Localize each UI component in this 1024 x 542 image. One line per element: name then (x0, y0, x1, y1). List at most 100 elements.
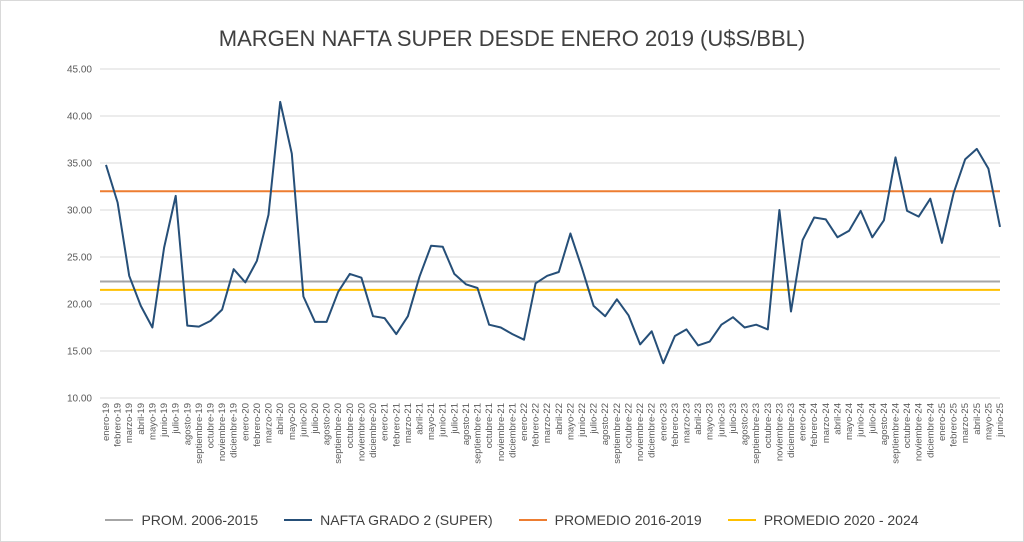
x-tick-label: marzo-24 (821, 403, 832, 443)
x-tick-label: febrero-21 (391, 403, 402, 447)
x-tick-label: marzo-19 (124, 403, 135, 443)
legend: PROM. 2006-2015 NAFTA GRADO 2 (SUPER) PR… (0, 508, 1024, 532)
x-tick-label: noviembre-21 (496, 403, 507, 461)
legend-label: NAFTA GRADO 2 (SUPER) (320, 512, 493, 528)
x-tick-label: septiembre-23 (751, 403, 762, 464)
x-tick-label: agosto-24 (879, 403, 890, 445)
x-tick-label: diciembre-23 (786, 403, 797, 458)
x-tick-label: junio-23 (716, 403, 727, 438)
legend-swatch (727, 519, 756, 521)
x-tick-label: julio-19 (171, 403, 182, 435)
x-tick-label: noviembre-23 (774, 403, 785, 461)
x-tick-label: junio-21 (438, 403, 449, 438)
x-tick-label: enero-23 (658, 403, 669, 441)
x-tick-label: abril-20 (275, 403, 286, 435)
x-tick-label: enero-24 (798, 403, 809, 441)
x-tick-label: abril-24 (832, 403, 843, 435)
y-tick-label: 30.00 (67, 206, 92, 217)
x-tick-label: abril-19 (136, 403, 147, 435)
x-tick-label: octubre-20 (345, 403, 356, 448)
x-tick-label: marzo-23 (682, 403, 693, 443)
x-tick-label: febrero-25 (949, 403, 960, 447)
y-tick-label: 10.00 (67, 394, 92, 405)
x-tick-label: marzo-22 (542, 403, 553, 443)
x-tick-label: mayo-20 (287, 403, 298, 440)
x-tick-label: septiembre-19 (194, 403, 205, 464)
series-line-1 (105, 100, 1001, 365)
x-tick-label: junio-19 (159, 403, 170, 438)
x-tick-label: febrero-19 (113, 403, 124, 447)
y-tick-label: 45.00 (67, 65, 92, 76)
x-tick-label: diciembre-24 (925, 403, 936, 458)
x-tick-label: agosto-21 (461, 403, 472, 445)
x-tick-label: julio-22 (589, 403, 600, 435)
x-tick-label: mayo-23 (705, 403, 716, 440)
series-layer (100, 100, 1001, 365)
x-tick-label: febrero-20 (252, 403, 263, 447)
x-tick-label: enero-25 (937, 403, 948, 441)
x-tick-label: junio-20 (298, 403, 309, 438)
x-tick-label: octubre-23 (763, 403, 774, 448)
x-tick-label: agosto-20 (322, 403, 333, 445)
x-tick-label: agosto-23 (740, 403, 751, 445)
x-tick-label: diciembre-19 (229, 403, 240, 458)
x-tick-label: mayo-19 (147, 403, 158, 440)
y-tick-label: 15.00 (67, 347, 92, 358)
x-tick-label: enero-22 (519, 403, 530, 441)
x-tick-label: junio-24 (856, 403, 867, 438)
x-tick-label: junio-22 (577, 403, 588, 438)
x-tick-label: octubre-21 (484, 403, 495, 448)
x-axis-ticks: enero-19 febrero-19 marzo-19 abril-19 mayo-1… (101, 403, 1006, 464)
x-tick-label: octubre-24 (902, 403, 913, 448)
y-tick-label: 40.00 (67, 112, 92, 123)
x-tick-label: julio-21 (449, 403, 460, 435)
x-tick-label: agosto-19 (182, 403, 193, 445)
x-tick-label: junio-25 (995, 403, 1006, 438)
x-tick-label: julio-20 (310, 403, 321, 435)
x-tick-label: enero-21 (380, 403, 391, 441)
x-tick-label: febrero-22 (531, 403, 542, 447)
y-axis-ticks: 10.00 15.00 20.00 25.00 30.00 35.00 40.00 45.00 (67, 65, 92, 405)
legend-swatch (518, 519, 547, 521)
x-tick-label: febrero-23 (670, 403, 681, 447)
x-tick-label: septiembre-21 (473, 403, 484, 464)
x-tick-label: noviembre-19 (217, 403, 228, 461)
x-tick-label: noviembre-24 (914, 403, 925, 461)
x-tick-label: diciembre-22 (647, 403, 658, 458)
gridlines (100, 68, 1000, 399)
x-tick-label: mayo-21 (426, 403, 437, 440)
x-tick-label: julio-23 (728, 403, 739, 435)
x-tick-label: septiembre-20 (333, 403, 344, 464)
legend-label: PROMEDIO 2020 - 2024 (763, 512, 919, 528)
legend-item-promedio-2020-2024: PROMEDIO 2020 - 2024 (727, 508, 919, 532)
y-tick-label: 20.00 (67, 300, 92, 311)
x-tick-label: octubre-19 (205, 403, 216, 448)
legend-item-nafta-grado-2: NAFTA GRADO 2 (SUPER) (284, 508, 493, 532)
x-tick-label: diciembre-21 (507, 403, 518, 458)
y-tick-label: 25.00 (67, 253, 92, 264)
x-tick-label: abril-23 (693, 403, 704, 435)
x-tick-label: enero-20 (240, 403, 251, 441)
x-tick-label: noviembre-20 (356, 403, 367, 461)
x-tick-label: septiembre-24 (891, 403, 902, 464)
legend-label: PROM. 2006-2015 (141, 512, 259, 528)
x-tick-label: marzo-21 (403, 403, 414, 443)
legend-swatch (284, 519, 313, 521)
legend-swatch (105, 519, 134, 521)
x-tick-label: agosto-22 (600, 403, 611, 445)
x-tick-label: mayo-25 (983, 403, 994, 440)
x-tick-label: abril-21 (414, 403, 425, 435)
x-tick-label: julio-24 (867, 403, 878, 435)
chart-title: MARGEN NAFTA SUPER DESDE ENERO 2019 (U$S… (218, 26, 806, 51)
x-tick-label: abril-22 (554, 403, 565, 435)
legend-item-promedio-2016-2019: PROMEDIO 2016-2019 (518, 508, 702, 532)
x-tick-label: enero-19 (101, 403, 112, 441)
x-tick-label: marzo-25 (960, 403, 971, 443)
x-tick-label: febrero-24 (809, 403, 820, 447)
x-tick-label: mayo-24 (844, 403, 855, 440)
x-tick-label: marzo-20 (264, 403, 275, 443)
x-tick-label: septiembre-22 (612, 403, 623, 464)
x-tick-label: mayo-22 (565, 403, 576, 440)
